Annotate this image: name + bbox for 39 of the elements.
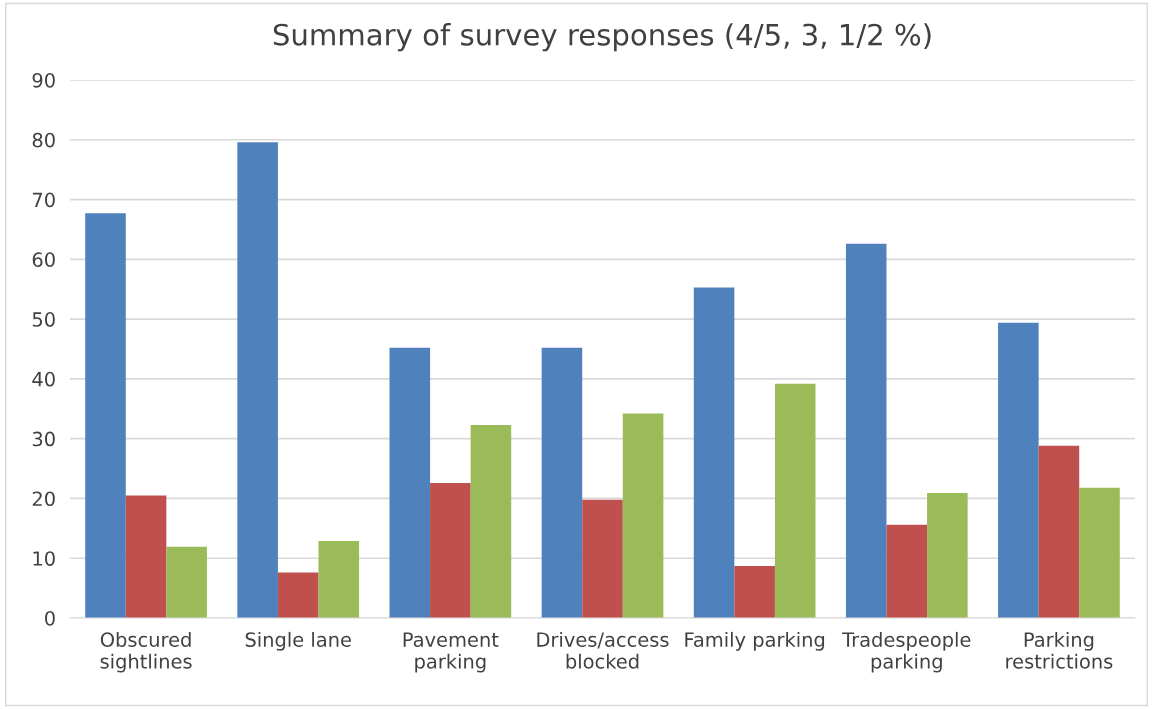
bar <box>693 287 735 618</box>
chart-title: Summary of survey responses (4/5, 3, 1/2 %) <box>273 23 931 52</box>
bar <box>998 322 1039 618</box>
x-tick-label: Pavement parking <box>403 632 499 673</box>
x-tick-label: Parking restrictions <box>1006 631 1113 669</box>
y-tick-label: 0 <box>45 610 55 626</box>
bar <box>582 499 623 618</box>
bar <box>430 482 471 618</box>
bar <box>277 572 319 618</box>
x-tick-label: Single lane <box>245 631 351 651</box>
bar <box>622 413 664 618</box>
bar <box>166 546 207 618</box>
bar <box>886 524 928 618</box>
bar <box>734 565 775 618</box>
y-tick-label: 10 <box>33 551 55 566</box>
y-tick-label: 90 <box>32 72 55 88</box>
bar <box>541 347 583 618</box>
y-tick-label: 40 <box>32 371 55 387</box>
bar <box>927 493 968 618</box>
x-tick-label: Tradespeople parking <box>842 631 971 673</box>
bar <box>1079 487 1120 618</box>
x-tick-label: Family parking <box>685 631 825 651</box>
bar <box>85 213 126 618</box>
y-tick-label: 80 <box>32 132 55 148</box>
y-tick-label: 50 <box>32 312 55 327</box>
bar <box>845 243 887 618</box>
bar <box>389 347 431 618</box>
x-tick-label: Obscured sightlines <box>100 631 192 673</box>
bar <box>318 540 360 618</box>
y-tick-label: 20 <box>32 491 55 507</box>
x-tick-label: Drives/access blocked <box>537 631 669 669</box>
bar <box>1038 445 1080 618</box>
bar <box>470 424 512 618</box>
bar <box>237 142 278 618</box>
bar <box>125 495 167 618</box>
bar <box>774 383 816 618</box>
y-tick-label: 30 <box>32 431 55 447</box>
y-tick-label: 70 <box>32 192 55 208</box>
y-tick-label: 60 <box>32 252 55 267</box>
